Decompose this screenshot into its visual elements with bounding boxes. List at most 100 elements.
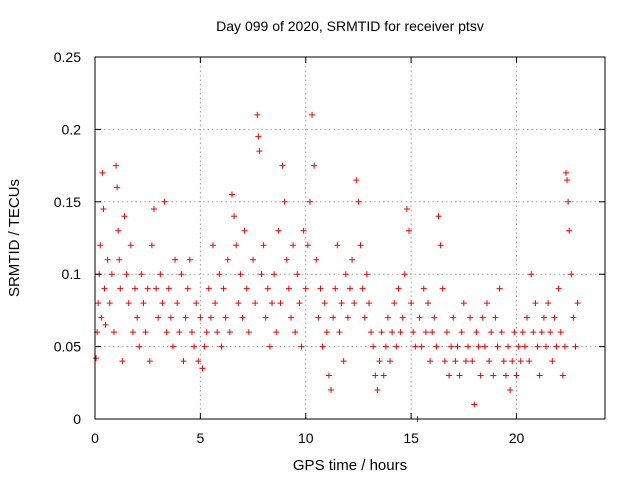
data-point bbox=[262, 314, 269, 321]
data-point bbox=[490, 372, 497, 379]
data-point bbox=[376, 358, 383, 365]
data-point bbox=[205, 285, 212, 292]
data-point bbox=[393, 343, 400, 350]
data-point bbox=[483, 300, 490, 307]
data-point bbox=[359, 285, 366, 292]
data-point bbox=[382, 343, 389, 350]
data-point bbox=[332, 285, 339, 292]
data-point bbox=[123, 271, 130, 278]
data-point bbox=[115, 227, 122, 234]
data-point bbox=[182, 314, 189, 321]
data-point bbox=[370, 343, 377, 350]
data-point bbox=[224, 256, 231, 263]
data-point bbox=[549, 358, 556, 365]
data-point bbox=[418, 343, 425, 350]
data-point bbox=[140, 300, 147, 307]
data-point bbox=[507, 387, 514, 394]
data-point bbox=[340, 358, 347, 365]
data-point bbox=[524, 314, 531, 321]
data-point bbox=[235, 300, 242, 307]
data-point bbox=[492, 314, 499, 321]
data-point bbox=[186, 256, 193, 263]
data-point bbox=[119, 358, 126, 365]
data-point bbox=[372, 372, 379, 379]
data-point bbox=[302, 285, 309, 292]
data-point bbox=[500, 358, 507, 365]
data-point bbox=[498, 329, 505, 336]
data-point bbox=[304, 242, 311, 249]
data-point bbox=[146, 358, 153, 365]
data-point bbox=[450, 314, 457, 321]
data-point bbox=[570, 314, 577, 321]
data-point bbox=[178, 271, 185, 278]
data-point bbox=[298, 343, 305, 350]
axis-ticks bbox=[94, 56, 605, 420]
data-point bbox=[315, 314, 322, 321]
data-point bbox=[191, 343, 198, 350]
data-point bbox=[275, 227, 282, 234]
data-point bbox=[129, 329, 136, 336]
data-point bbox=[260, 242, 267, 249]
data-point bbox=[121, 213, 128, 220]
data-point bbox=[403, 206, 410, 213]
data-point bbox=[526, 358, 533, 365]
data-point bbox=[203, 329, 210, 336]
data-point bbox=[210, 242, 217, 249]
data-point bbox=[342, 271, 349, 278]
data-point bbox=[563, 169, 570, 176]
x-tick-label: 20 bbox=[509, 430, 525, 446]
data-point bbox=[148, 242, 155, 249]
data-point bbox=[534, 343, 541, 350]
x-tick-label: 5 bbox=[196, 430, 204, 446]
data-point bbox=[446, 372, 453, 379]
data-point bbox=[95, 300, 102, 307]
data-point bbox=[448, 343, 455, 350]
data-point bbox=[572, 343, 579, 350]
data-point bbox=[452, 358, 459, 365]
data-point bbox=[116, 256, 123, 263]
data-point bbox=[98, 314, 105, 321]
data-point bbox=[528, 271, 535, 278]
data-point bbox=[412, 343, 419, 350]
data-point bbox=[431, 314, 438, 321]
data-point bbox=[496, 285, 503, 292]
data-point bbox=[237, 271, 244, 278]
data-point bbox=[557, 329, 564, 336]
data-point bbox=[458, 329, 465, 336]
data-point bbox=[542, 343, 549, 350]
data-point bbox=[243, 285, 250, 292]
data-point bbox=[110, 329, 117, 336]
data-point bbox=[144, 285, 151, 292]
data-point bbox=[102, 321, 109, 328]
data-point bbox=[513, 372, 520, 379]
data-point bbox=[153, 285, 160, 292]
data-point bbox=[309, 111, 316, 118]
data-point bbox=[330, 314, 337, 321]
data-point bbox=[361, 314, 368, 321]
data-point bbox=[125, 300, 132, 307]
data-point bbox=[101, 285, 108, 292]
data-point bbox=[155, 314, 162, 321]
data-point bbox=[142, 329, 149, 336]
y-tick-label: 0.1 bbox=[62, 266, 82, 282]
y-tick-label: 0.05 bbox=[54, 339, 81, 355]
data-point bbox=[334, 242, 341, 249]
data-point bbox=[427, 358, 434, 365]
data-point bbox=[454, 343, 461, 350]
data-point bbox=[420, 285, 427, 292]
data-point bbox=[271, 271, 278, 278]
data-point bbox=[387, 358, 394, 365]
data-point bbox=[212, 300, 219, 307]
data-point bbox=[347, 285, 353, 292]
data-point bbox=[100, 206, 107, 213]
data-point bbox=[401, 271, 408, 278]
data-point bbox=[351, 300, 358, 307]
data-point bbox=[113, 162, 120, 169]
data-point bbox=[467, 314, 474, 321]
x-tick-label: 0 bbox=[91, 430, 99, 446]
data-point bbox=[228, 191, 235, 198]
data-point bbox=[509, 358, 516, 365]
y-tick-label: 0 bbox=[73, 411, 81, 427]
data-point bbox=[136, 343, 143, 350]
data-point bbox=[395, 285, 402, 292]
